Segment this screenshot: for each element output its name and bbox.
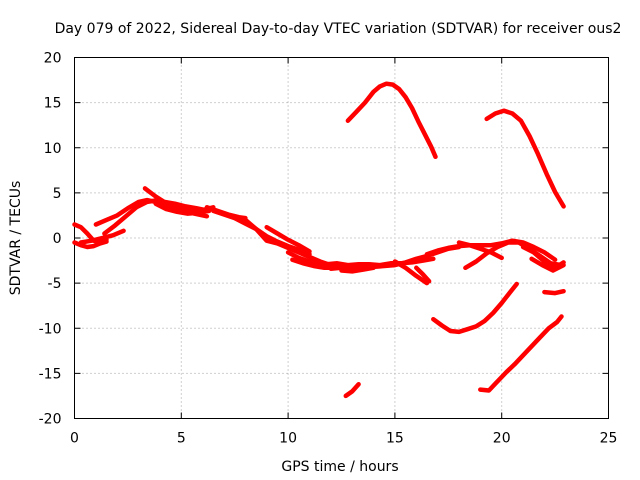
series-line-s28 <box>478 314 564 393</box>
series-line-s16 <box>339 265 376 274</box>
x-axis-label: GPS time / hours <box>281 459 398 475</box>
series-line-s19 <box>424 238 558 262</box>
x-tick-label: 5 <box>177 431 186 447</box>
y-tick-label: 10 <box>44 141 62 157</box>
series-line-s20 <box>456 240 504 261</box>
chart-title: Day 079 of 2022, Sidereal Day-to-day VTE… <box>55 21 622 37</box>
series-line-s24 <box>542 288 566 296</box>
series-line-s2 <box>72 239 109 250</box>
data-series <box>72 81 566 399</box>
y-tick-label: -5 <box>48 276 62 292</box>
series-line-s7 <box>153 201 212 216</box>
x-tick-label: 25 <box>600 431 618 447</box>
x-tick-label: 0 <box>70 431 79 447</box>
y-axis-label: SDTVAR / TECUs <box>8 181 24 296</box>
series-line-s10 <box>243 217 334 268</box>
series-line-s25 <box>345 81 438 160</box>
x-tick-label: 15 <box>386 431 404 447</box>
series-line-s27 <box>431 281 519 335</box>
series-line-s6 <box>142 186 208 213</box>
y-tick-label: -10 <box>39 321 62 337</box>
grid <box>74 57 609 419</box>
y-tick-label: -20 <box>39 412 62 428</box>
x-tick-label: 10 <box>279 431 297 447</box>
series-line-s23 <box>529 256 566 273</box>
axis-ticks: 0 5 10 15 20 25 -20 -15 -10 -5 0 5 10 15 20 <box>39 51 618 447</box>
y-tick-label: -15 <box>39 366 62 382</box>
y-tick-label: 5 <box>53 186 62 202</box>
series-line-s26 <box>484 108 566 209</box>
series-line-s17 <box>392 259 430 286</box>
series-line-s3 <box>78 228 126 245</box>
x-tick-label: 20 <box>493 431 511 447</box>
y-tick-label: 15 <box>44 96 62 112</box>
y-tick-label: 20 <box>44 51 62 67</box>
series-line-s18 <box>414 265 432 284</box>
series-line-s29 <box>343 381 361 399</box>
y-tick-label: 0 <box>53 231 62 247</box>
series-line-s11 <box>264 224 312 254</box>
